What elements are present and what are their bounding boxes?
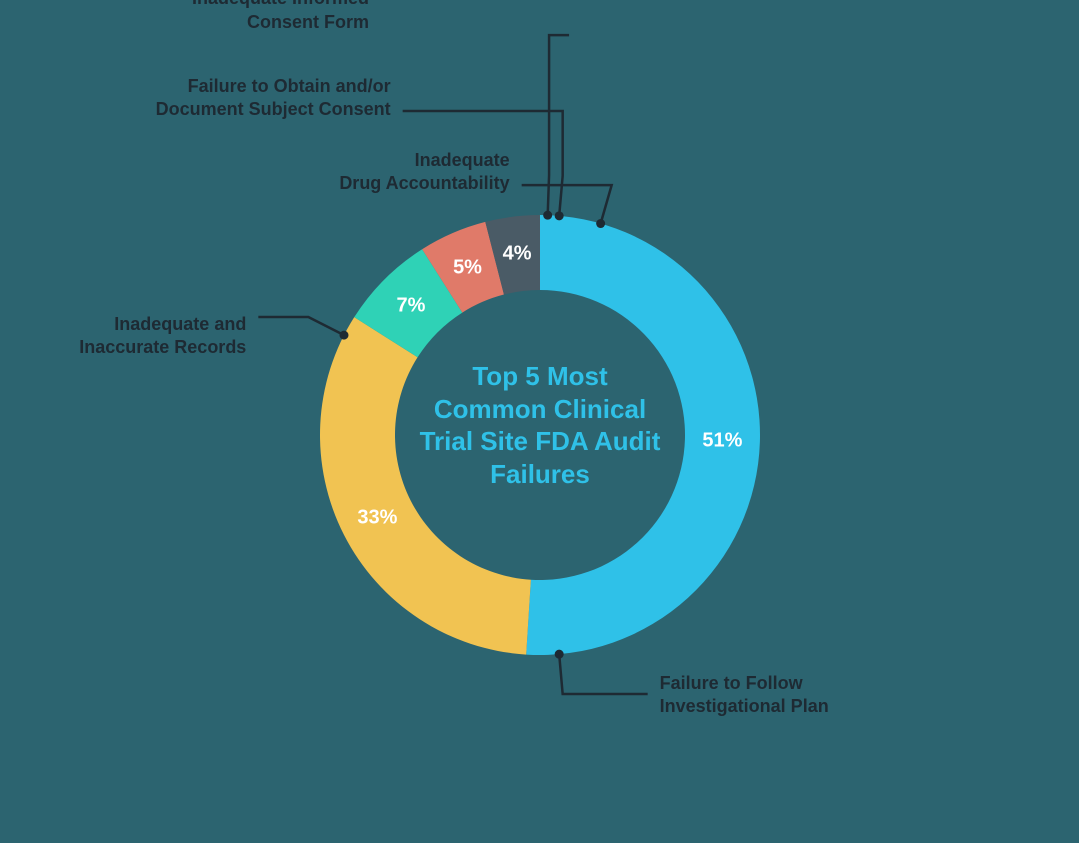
label-drug-accountability: Inadequate Drug Accountability (290, 149, 510, 196)
center-title: Top 5 Most Common Clinical Trial Site FD… (415, 360, 665, 490)
leader-dot-drug-accountability (596, 219, 605, 228)
leader-informed-consent-form (548, 35, 569, 215)
leader-failure-follow-plan (559, 654, 647, 694)
leader-dot-informed-consent-form (543, 211, 552, 220)
leader-dot-inadequate-records (339, 331, 348, 340)
pct-drug-accountability: 7% (396, 294, 425, 317)
label-inadequate-records: Inadequate and Inaccurate Records (26, 313, 246, 360)
label-failure-follow-plan: Failure to Follow Investigational Plan (660, 672, 920, 719)
pct-informed-consent-form: 4% (503, 242, 532, 265)
label-informed-consent-form: Inadequate Informed Consent Form (149, 0, 369, 34)
pct-document-consent: 5% (453, 256, 482, 279)
donut-chart: Top 5 Most Common Clinical Trial Site FD… (0, 0, 1079, 843)
leader-dot-document-consent (555, 211, 564, 220)
leader-dot-failure-follow-plan (555, 650, 564, 659)
label-document-consent: Failure to Obtain and/or Document Subjec… (111, 75, 391, 122)
pct-inadequate-records: 33% (357, 506, 397, 529)
leader-inadequate-records (258, 317, 344, 335)
pct-failure-follow-plan: 51% (702, 429, 742, 452)
